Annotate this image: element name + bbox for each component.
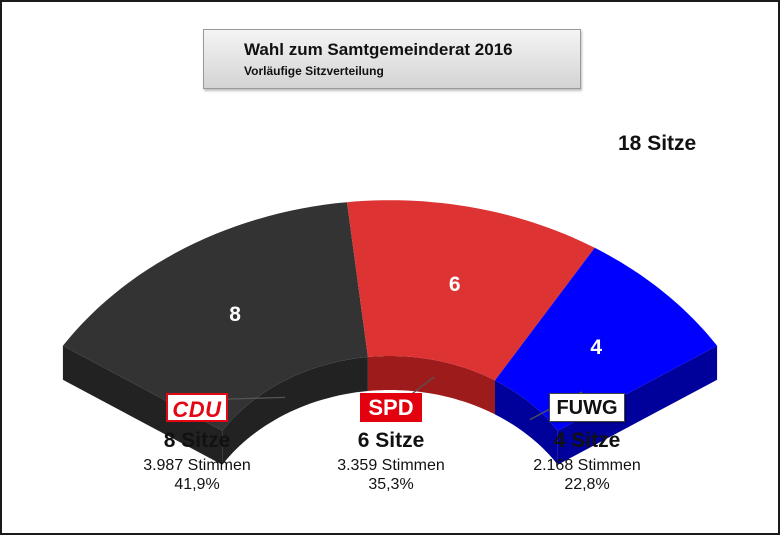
segment-side-spd bbox=[367, 356, 495, 415]
party-seats: 6 Sitze bbox=[357, 429, 425, 452]
segment-endcap-fuwg bbox=[557, 345, 718, 465]
party-percent: 41,9% bbox=[174, 476, 220, 493]
segment-label-spd: 6 bbox=[449, 273, 461, 296]
chart-subtitle: Vorläufige Sitzverteilung bbox=[244, 64, 384, 78]
party-votes: 3.359 Stimmen bbox=[337, 457, 445, 474]
segment-side-fuwg bbox=[495, 380, 558, 465]
fuwg-logo: FUWG bbox=[549, 393, 625, 422]
segment-spd bbox=[347, 200, 595, 381]
spd-logo: SPD bbox=[360, 393, 422, 422]
party-block-spd: SPD 6 Sitze 3.359 Stimmen 35,3% bbox=[291, 393, 491, 494]
party-votes: 2.168 Stimmen bbox=[533, 457, 641, 474]
segment-label-fuwg: 4 bbox=[590, 336, 602, 359]
party-votes: 3.987 Stimmen bbox=[143, 457, 251, 474]
segment-side-cdu bbox=[222, 357, 368, 465]
cdu-logo: CDU bbox=[166, 393, 228, 422]
segment-endcap-cdu bbox=[62, 345, 223, 465]
party-seats: 8 Sitze bbox=[163, 429, 231, 452]
party-block-cdu: CDU 8 Sitze 3.987 Stimmen 41,9% bbox=[97, 393, 297, 494]
party-seats: 4 Sitze bbox=[553, 429, 621, 452]
party-percent: 22,8% bbox=[564, 476, 610, 493]
title-box: Wahl zum Samtgemeinderat 2016 Vorläufige… bbox=[203, 29, 581, 89]
total-seats-label: 18 Sitze bbox=[618, 132, 697, 155]
segment-label-cdu: 8 bbox=[229, 303, 241, 326]
party-percent: 35,3% bbox=[368, 476, 414, 493]
segment-cdu bbox=[62, 202, 368, 431]
segment-fuwg bbox=[495, 247, 718, 431]
chart-title: Wahl zum Samtgemeinderat 2016 bbox=[244, 40, 513, 59]
party-block-fuwg: FUWG 4 Sitze 2.168 Stimmen 22,8% bbox=[487, 393, 687, 494]
